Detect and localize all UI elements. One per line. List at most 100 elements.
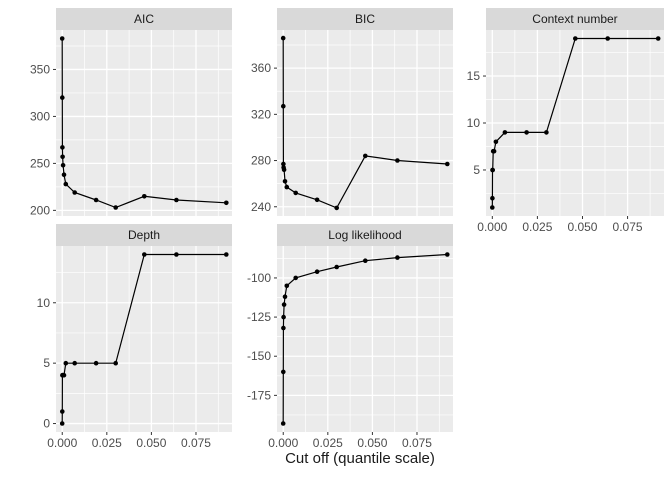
facet-title-depth: Depth — [127, 228, 161, 242]
y-tick-label: 10 — [467, 116, 481, 130]
x-tick-label: 0.075 — [181, 436, 211, 450]
data-point — [293, 275, 298, 281]
x-tick-label: 0.050 — [357, 436, 387, 450]
data-point — [281, 325, 286, 331]
data-point — [490, 167, 495, 173]
bic-plot: 240 280 320 360 — [251, 30, 453, 216]
data-point — [284, 184, 290, 190]
data-point — [282, 179, 288, 184]
y-tick-label: -150 — [247, 349, 271, 363]
facet-title-log-likelihood: Log likelihood — [328, 228, 402, 242]
data-point — [281, 161, 286, 167]
data-point — [281, 302, 287, 307]
facet-strip-depth: Depth — [56, 224, 232, 246]
x-tick-label: 0.050 — [567, 220, 597, 234]
y-tick-label: 240 — [251, 200, 271, 214]
facet-strip-context-number: Context number — [486, 8, 664, 30]
data-point — [502, 130, 508, 135]
data-point — [605, 36, 610, 41]
data-point — [93, 360, 99, 366]
y-tick-label: -100 — [247, 271, 271, 285]
data-point — [113, 205, 118, 210]
facet-strip-log-likelihood: Log likelihood — [277, 224, 453, 246]
y-tick-label: 0 — [43, 417, 50, 431]
data-point — [281, 314, 286, 320]
y-tick-label: 280 — [251, 154, 271, 168]
x-tick-label: 0.025 — [522, 220, 552, 234]
data-point — [395, 255, 400, 260]
y-tick-label: 5 — [473, 163, 480, 177]
data-point — [491, 148, 497, 154]
data-point — [282, 294, 288, 299]
data-point — [72, 360, 77, 366]
y-tick-label: 200 — [30, 203, 50, 216]
data-point — [224, 200, 229, 206]
data-point — [63, 181, 69, 187]
data-point — [174, 197, 179, 203]
facet-strip-bic: BIC — [277, 8, 453, 30]
data-point — [490, 205, 495, 210]
data-point — [72, 190, 77, 195]
data-point — [334, 205, 339, 211]
data-point — [544, 130, 549, 135]
y-tick-label: 360 — [251, 61, 271, 75]
data-point — [224, 252, 229, 257]
data-point — [280, 421, 286, 426]
data-point — [60, 145, 65, 150]
data-point — [445, 252, 450, 257]
data-point — [363, 258, 368, 263]
facet-strip-aic: AIC — [56, 8, 232, 30]
x-tick-label: 0.075 — [402, 436, 432, 450]
context-number-plot: 5 10 15 0.000 0.025 0.050 0.075 — [467, 30, 664, 234]
data-point — [63, 360, 69, 366]
data-point — [493, 139, 499, 145]
y-tick-label: 10 — [37, 296, 51, 310]
data-point — [314, 269, 320, 274]
data-point — [314, 197, 320, 203]
data-point — [60, 409, 65, 414]
data-point — [281, 369, 286, 375]
data-point — [60, 154, 65, 160]
x-tick-label: 0.075 — [613, 220, 643, 234]
x-axis-title: Cut off (quantile scale) — [285, 450, 435, 467]
data-point — [293, 190, 298, 196]
x-tick-label: 0.000 — [477, 220, 507, 234]
data-point — [142, 252, 147, 257]
x-tick-label: 0.050 — [136, 436, 166, 450]
panel-background — [277, 30, 453, 216]
panel-background — [56, 30, 232, 216]
y-tick-label: 320 — [251, 107, 271, 121]
data-point — [59, 421, 65, 426]
y-tick-label: -125 — [247, 310, 271, 324]
data-point — [59, 36, 65, 41]
depth-plot: 0 5 10 0.000 0.025 0.050 0.075 — [37, 246, 232, 450]
facet-title-context-number: Context number — [532, 12, 618, 26]
data-point — [280, 35, 286, 41]
data-point — [142, 194, 147, 199]
x-tick-label: 0.025 — [313, 436, 343, 450]
data-point — [445, 161, 450, 167]
y-tick-label: 350 — [30, 62, 50, 76]
data-point — [60, 163, 66, 168]
aic-plot: 200 250 300 350 — [30, 30, 232, 216]
panel-background — [277, 246, 453, 432]
data-point — [334, 264, 339, 270]
y-tick-label: 300 — [30, 109, 50, 123]
x-tick-label: 0.025 — [92, 436, 122, 450]
facet-title-aic: AIC — [133, 12, 154, 26]
data-point — [573, 36, 578, 41]
y-tick-label: 250 — [30, 156, 50, 170]
data-point — [281, 167, 287, 173]
data-point — [524, 130, 529, 135]
data-point — [61, 172, 67, 177]
y-tick-label: -175 — [247, 388, 271, 402]
data-point — [174, 252, 179, 257]
y-tick-label: 15 — [467, 69, 481, 83]
y-tick-label: 5 — [43, 356, 50, 370]
x-tick-label: 0.000 — [268, 436, 298, 450]
data-point — [93, 197, 99, 203]
facet-title-bic: BIC — [354, 12, 375, 26]
x-tick-label: 0.000 — [47, 436, 77, 450]
data-point — [655, 36, 661, 41]
